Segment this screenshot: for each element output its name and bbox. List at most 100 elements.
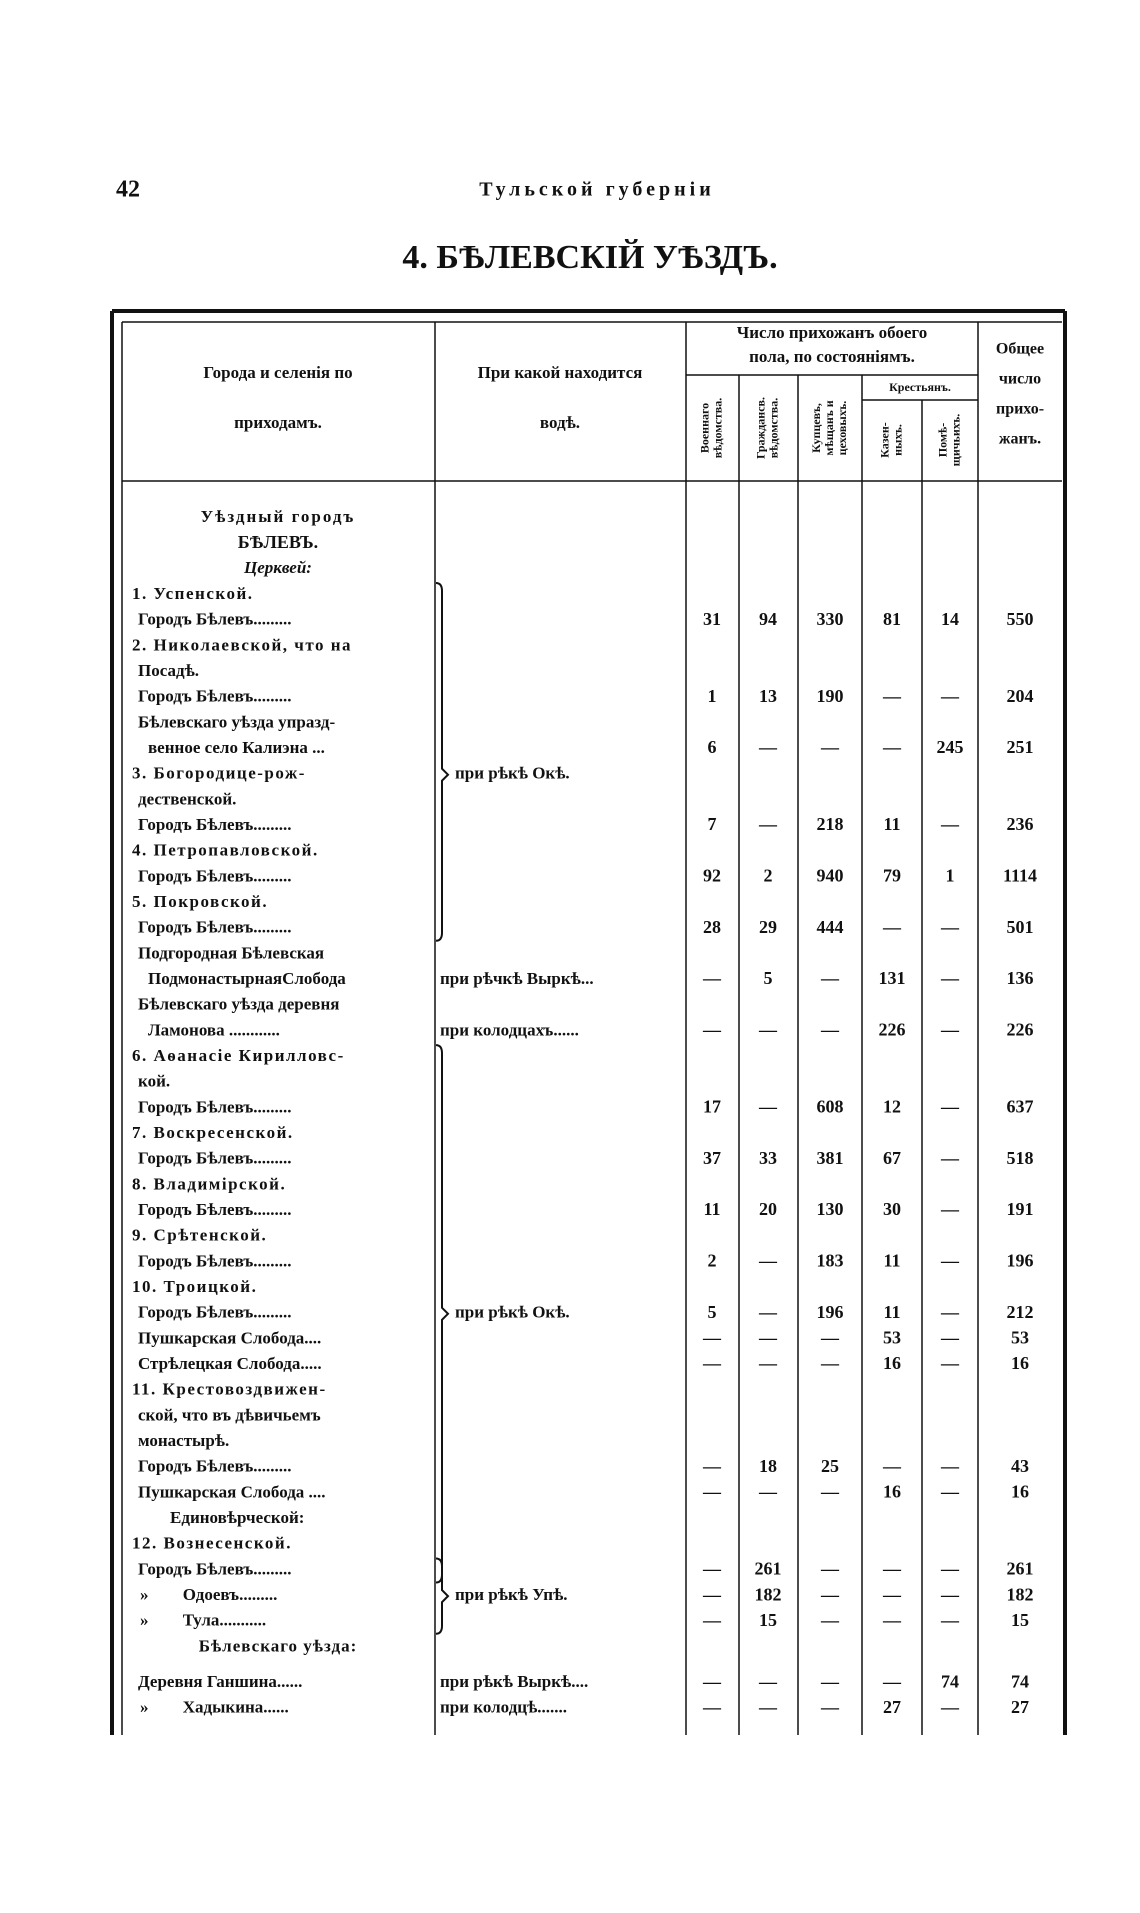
column-header: Крестьянъ. [889,380,951,394]
cell-value: — [702,1482,722,1502]
column-header-vertical: Военнаго [697,403,711,453]
cell-value: — [702,1671,722,1691]
place-name: Ламонова ............ [148,1020,280,1039]
cell-value: 17 [703,1097,721,1117]
water-source: при рѣкѣ Выркѣ.... [440,1672,588,1691]
place-name: Бѣлевскаго уѣзда: [199,1636,358,1655]
cell-value: 11 [703,1199,720,1219]
place-name: Уѣздный городъ [201,507,356,526]
place-name: Деревня Ганшина...... [138,1672,302,1691]
place-name: 3. Богородице-рож- [132,764,306,783]
cell-value: — [758,737,778,757]
place-name: 11. Крестовоздвижен- [132,1380,327,1399]
cell-value: 11 [883,1251,900,1271]
cell-value: — [758,1020,778,1040]
place-name: » Тула........... [140,1611,266,1630]
place-name: Городъ Бѣлевъ......... [138,1200,292,1219]
column-header: жанъ. [999,431,1041,448]
cell-value: — [940,1097,960,1117]
cell-value: 16 [1011,1482,1029,1502]
cell-value: 94 [759,609,777,629]
column-header: прихо- [996,401,1044,418]
water-source: при колодцахъ...... [440,1020,579,1039]
cell-value: 182 [755,1584,782,1604]
cell-value: 16 [1011,1353,1029,1373]
cell-value: — [882,1584,902,1604]
cell-value: — [882,737,902,757]
cell-value: 182 [1007,1584,1034,1604]
cell-value: — [820,1671,840,1691]
cell-value: — [820,1584,840,1604]
place-name: 5. Покровской. [132,892,268,911]
cell-value: 1114 [1003,866,1037,886]
cell-value: 53 [1011,1328,1029,1348]
place-name: Городъ Бѣлевъ......... [138,1149,292,1168]
brace [435,582,450,942]
cell-value: 196 [817,1302,844,1322]
cell-value: 18 [759,1456,777,1476]
cell-value: 30 [883,1199,901,1219]
running-title: Тульской губерніи [479,179,714,201]
cell-value: 16 [883,1482,901,1502]
cell-value: — [820,737,840,757]
cell-value: 33 [759,1148,777,1168]
cell-value: 518 [1007,1148,1034,1168]
cell-value: 74 [941,1671,959,1691]
place-name: ПодмонастырнаяСлобода [148,969,346,988]
cell-value: 31 [703,609,721,629]
column-header: водѣ. [540,413,580,432]
cell-value: — [820,1482,840,1502]
column-header: При какой находится [478,363,643,382]
place-name: Подгородная Бѣлевская [138,943,324,962]
cell-value: — [758,1302,778,1322]
place-name: Городъ Бѣлевъ......... [138,1097,292,1116]
column-header: Число прихожанъ обоего [737,323,927,342]
cell-value: — [758,1671,778,1691]
cell-value: — [882,686,902,706]
water-source: при рѣчкѣ Выркѣ... [440,969,594,988]
cell-value: — [882,1610,902,1630]
cell-value: 251 [1007,737,1034,757]
place-name: 2. Николаевской, что на [132,635,352,654]
cell-value: 92 [703,866,721,886]
cell-value: 191 [1007,1199,1034,1219]
cell-value: 236 [1007,814,1034,834]
cell-value: 81 [883,609,901,629]
cell-value: — [940,1482,960,1502]
cell-value: — [820,968,840,988]
place-name: Стрѣлецкая Слобода..... [138,1354,322,1373]
cell-value: 20 [759,1199,777,1219]
place-name: БѢЛЕВЪ. [238,532,318,552]
place-name: Городъ Бѣлевъ......... [138,1303,292,1322]
place-name: 10. Троицкой. [132,1277,257,1296]
place-name: 4. Петропавловской. [132,841,319,860]
column-header: число [999,371,1041,388]
column-header-vertical: щичьихъ. [948,414,962,467]
place-name: 12. Вознесенской. [132,1534,292,1553]
cell-value: 27 [883,1697,901,1717]
cell-value: — [820,1559,840,1579]
cell-value: 218 [817,814,844,834]
place-name: ской, что въ дѣвичьемъ [138,1405,321,1424]
column-header: Общее [996,341,1044,358]
cell-value: 637 [1007,1097,1034,1117]
cell-value: — [940,968,960,988]
place-name: Бѣлевскаго уѣзда упразд- [138,712,335,731]
place-name: кой. [138,1072,170,1091]
cell-value: — [758,1697,778,1717]
cell-value: — [940,686,960,706]
cell-value: 381 [817,1148,844,1168]
place-name: 1. Успенской. [132,584,253,603]
cell-value: 1 [708,686,717,706]
place-name: дественской. [138,789,236,808]
cell-value: 67 [883,1148,901,1168]
cell-value: 12 [883,1097,901,1117]
cell-value: — [940,1328,960,1348]
cell-value: — [820,1610,840,1630]
column-header: Города и селенія по [203,363,352,382]
cell-value: 245 [937,737,964,757]
column-header-vertical: Помѣ- [935,423,949,457]
place-name: 7. Воскресенской. [132,1123,294,1142]
cell-value: — [940,814,960,834]
